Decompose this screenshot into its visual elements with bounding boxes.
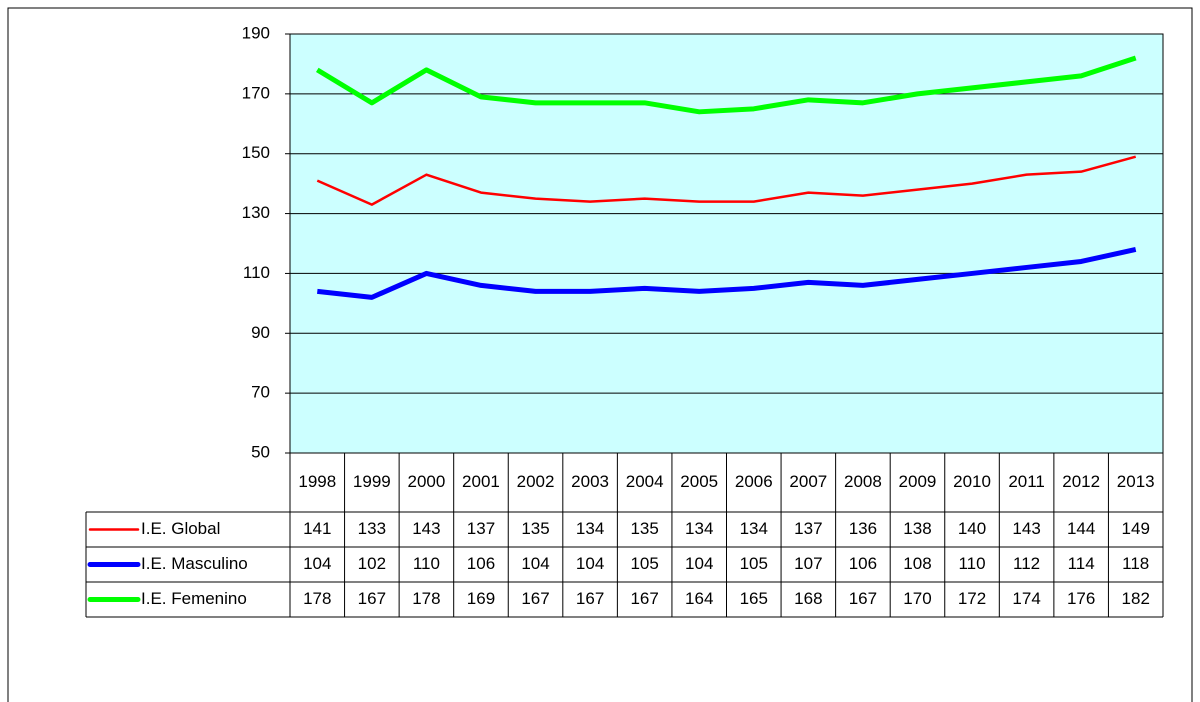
table-value: 176: [1067, 589, 1095, 608]
series-line: [316, 155, 1137, 206]
x-tick-label: 2012: [1062, 472, 1100, 491]
table-value: 114: [1068, 554, 1095, 573]
x-tick-label: 1998: [298, 472, 336, 491]
table-value: 104: [685, 554, 713, 573]
x-tick-label: 2004: [626, 472, 664, 491]
table-value: 134: [740, 519, 768, 538]
table-value: 108: [903, 554, 931, 573]
table-value: 135: [630, 519, 658, 538]
table-value: 167: [521, 589, 549, 608]
x-tick-label: 2009: [899, 472, 937, 491]
table-value: 143: [412, 519, 440, 538]
x-tick-label: 2001: [462, 472, 500, 491]
table-value: 134: [685, 519, 713, 538]
y-tick-label: 130: [242, 203, 270, 222]
table-value: 169: [467, 589, 495, 608]
x-tick-label: 2003: [571, 472, 609, 491]
table-value: 178: [412, 589, 440, 608]
x-tick-label: 2010: [953, 472, 991, 491]
table-value: 105: [740, 554, 768, 573]
legend-label: I.E. Femenino: [141, 589, 247, 608]
table-value: 107: [794, 554, 822, 573]
x-tick-label: 2006: [735, 472, 773, 491]
table-value: 106: [467, 554, 495, 573]
table-value: 137: [794, 519, 822, 538]
table-value: 143: [1012, 519, 1040, 538]
table-value: 167: [630, 589, 658, 608]
table-value: 105: [630, 554, 658, 573]
x-tick-label: 2013: [1117, 472, 1155, 491]
table-value: 167: [849, 589, 877, 608]
table-value: 149: [1122, 519, 1150, 538]
table-value: 110: [958, 554, 985, 573]
y-tick-label: 90: [251, 323, 270, 342]
y-tick-label: 170: [242, 83, 270, 102]
table-value: 167: [576, 589, 604, 608]
table-value: 164: [685, 589, 713, 608]
y-tick-label: 110: [243, 263, 270, 282]
table-value: 104: [576, 554, 604, 573]
table-value: 140: [958, 519, 986, 538]
y-tick-label: 70: [251, 383, 270, 402]
table-value: 168: [794, 589, 822, 608]
table-value: 182: [1122, 589, 1150, 608]
y-tick-label: 190: [242, 23, 270, 42]
table-value: 133: [358, 519, 386, 538]
y-tick-label: 150: [242, 143, 270, 162]
x-tick-label: 2002: [517, 472, 555, 491]
plot-area: [289, 33, 1164, 454]
table-value: 172: [958, 589, 986, 608]
table-value: 138: [903, 519, 931, 538]
table-value: 112: [1013, 554, 1040, 573]
x-tick-label: 2005: [680, 472, 718, 491]
table-value: 144: [1067, 519, 1095, 538]
table-value: 167: [358, 589, 386, 608]
x-tick-label: 2008: [844, 472, 882, 491]
table-value: 134: [576, 519, 604, 538]
series-line: [315, 55, 1137, 115]
table-value: 104: [521, 554, 549, 573]
table-value: 104: [303, 554, 331, 573]
table-value: 136: [849, 519, 877, 538]
x-tick-label: 2011: [1008, 472, 1045, 491]
x-tick-label: 2000: [407, 472, 445, 491]
table-value: 110: [413, 554, 440, 573]
table-value: 174: [1012, 589, 1040, 608]
table-value: 137: [467, 519, 495, 538]
table-value: 135: [521, 519, 549, 538]
table-value: 178: [303, 589, 331, 608]
table-value: 165: [740, 589, 768, 608]
x-tick-label: 2007: [789, 472, 827, 491]
y-tick-label: 50: [251, 442, 270, 461]
table-value: 170: [903, 589, 931, 608]
table-value: 102: [358, 554, 386, 573]
legend-label: I.E. Global: [141, 519, 220, 538]
table-value: 141: [303, 519, 331, 538]
chart-border: [7, 7, 1193, 702]
table-value: 118: [1122, 554, 1149, 573]
x-tick-label: 1999: [353, 472, 391, 491]
legend-label: I.E. Masculino: [141, 554, 248, 573]
table-value: 106: [849, 554, 877, 573]
series-line: [317, 247, 1137, 300]
